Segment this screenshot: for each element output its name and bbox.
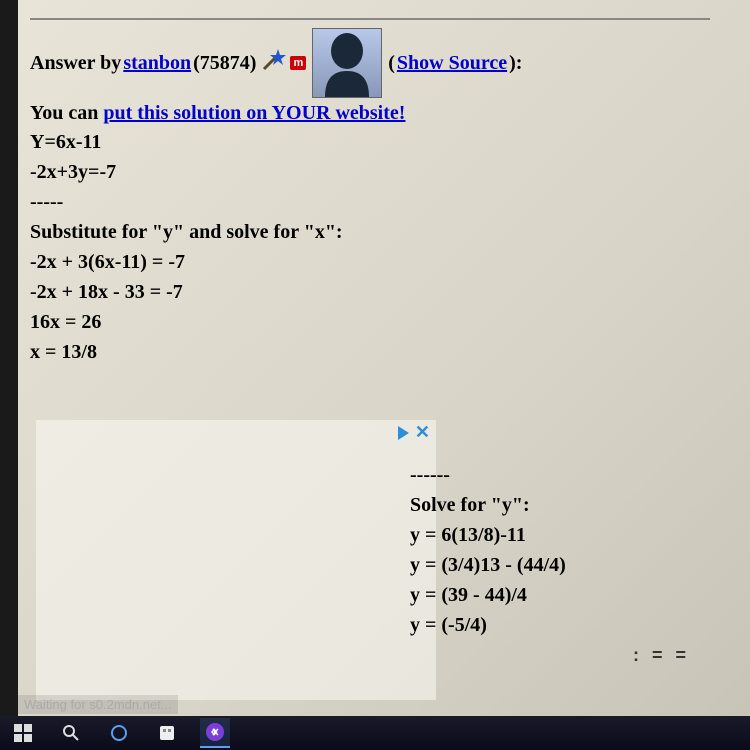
ellipsis-dots: : = =: [633, 645, 690, 666]
user-score: (75874): [193, 52, 256, 75]
windows-taskbar: [0, 716, 750, 750]
app-icon-1[interactable]: [152, 718, 182, 748]
show-source-link[interactable]: Show Source: [397, 52, 507, 75]
cortana-icon[interactable]: [104, 718, 134, 748]
top-divider: [30, 18, 710, 20]
username-link[interactable]: stanbon: [123, 52, 191, 75]
ad-play-icon[interactable]: [398, 426, 409, 440]
wand-star-icon: [260, 47, 286, 79]
browser-status-text: Waiting for s0.2mdn.net...: [18, 695, 178, 714]
avatar[interactable]: [312, 28, 382, 98]
ad-controls: ✕: [398, 422, 430, 443]
start-button[interactable]: [8, 718, 38, 748]
math-solution-right: ------ Solve for "y": y = 6(13/8)-11 y =…: [410, 460, 710, 640]
page-content: Answer by stanbon (75874) m ( Show Sourc…: [18, 0, 750, 716]
answer-prefix: Answer by: [30, 52, 121, 75]
answer-byline: Answer by stanbon (75874) m ( Show Sourc…: [30, 28, 738, 98]
put-solution-line: You can put this solution on YOUR websit…: [30, 102, 738, 125]
ad-close-icon[interactable]: ✕: [415, 422, 430, 443]
ad-placeholder: ✕: [36, 420, 436, 700]
math-solution-left: Y=6x-11 -2x+3y=-7 ----- Substitute for "…: [30, 127, 738, 367]
search-icon[interactable]: [56, 718, 86, 748]
paren-close: ):: [509, 52, 522, 75]
put-solution-link[interactable]: put this solution on YOUR website!: [103, 102, 405, 124]
rank-badge: m: [290, 56, 306, 70]
app-icon-active[interactable]: [200, 718, 230, 748]
paren-open: (: [388, 52, 395, 75]
putlink-prefix: You can: [30, 102, 103, 124]
